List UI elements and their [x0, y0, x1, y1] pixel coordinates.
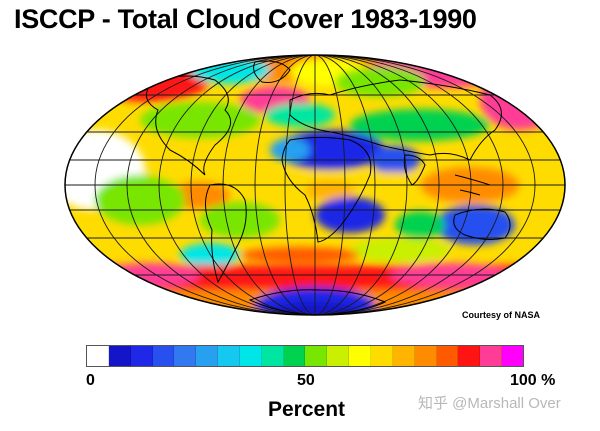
colorbar-swatch — [392, 346, 415, 366]
colorbar-swatch — [130, 346, 153, 366]
colorbar-swatch — [349, 346, 371, 366]
watermark: 知乎 @Marshall Over — [418, 395, 561, 412]
colorbar-swatch — [436, 346, 459, 366]
colorbar-swatch — [196, 346, 219, 366]
map-title: ISCCP - Total Cloud Cover 1983-1990 — [14, 4, 477, 34]
colorbar-swatch — [174, 346, 197, 366]
colorbar-tick-50: 50 — [297, 372, 315, 389]
map-outline — [64, 54, 566, 316]
colorbar-tick-100: 100 % — [510, 372, 556, 389]
graticule — [65, 55, 565, 315]
colorbar-swatch — [414, 346, 437, 366]
colorbar-swatch — [327, 346, 350, 366]
colorbar-label: Percent — [268, 398, 346, 421]
map-credit: Courtesy of NASA — [462, 310, 541, 320]
colorbar-swatch — [458, 346, 481, 366]
colorbar-swatch — [152, 346, 175, 366]
colorbar-swatch — [218, 346, 240, 366]
colorbar — [86, 345, 524, 367]
colorbar-swatch — [261, 346, 284, 366]
colorbar-tick-0: 0 — [86, 372, 95, 389]
colorbar-swatch — [108, 346, 131, 366]
coastlines — [145, 60, 511, 315]
colorbar-swatch — [305, 346, 328, 366]
colorbar-swatch — [370, 346, 393, 366]
colorbar-swatch — [283, 346, 306, 366]
colorbar-swatch — [502, 346, 523, 366]
colorbar-swatch — [87, 346, 109, 366]
map-field — [65, 55, 565, 315]
colorbar-swatch — [480, 346, 503, 366]
colorbar-swatch — [239, 346, 262, 366]
